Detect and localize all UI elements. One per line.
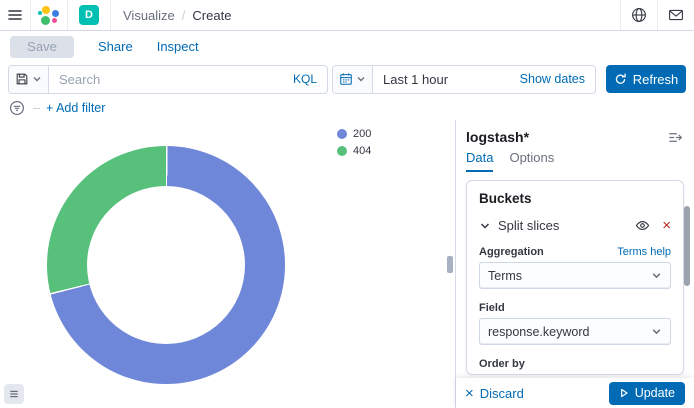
time-range-value[interactable]: Last 1 hour [383, 71, 449, 87]
visualization-chart-area: 200 404 [0, 120, 455, 408]
space-avatar[interactable]: D [79, 5, 99, 25]
chevron-down-icon [480, 222, 490, 229]
legend-toggle-button[interactable] [4, 384, 24, 404]
chart-legend: 200 404 [337, 128, 371, 157]
editor-tabs: Data Options [466, 150, 684, 172]
elastic-logo-icon[interactable] [31, 0, 67, 30]
search-input[interactable] [49, 65, 283, 93]
eye-icon[interactable] [635, 218, 650, 233]
saved-query-menu-button[interactable] [9, 65, 49, 93]
tab-data[interactable]: Data [466, 150, 494, 172]
collapse-panel-icon[interactable] [666, 128, 684, 146]
list-icon [10, 390, 18, 398]
field-value: response.keyword [488, 324, 590, 339]
help-globe-icon[interactable] [621, 0, 657, 30]
update-button[interactable]: Update [608, 381, 685, 405]
breadcrumb-visualize[interactable]: Visualize [123, 7, 175, 23]
remove-bucket-close-icon[interactable]: × [662, 217, 671, 234]
refresh-icon [615, 72, 626, 84]
play-icon [620, 388, 628, 398]
filter-dash [33, 107, 40, 109]
order-by-select[interactable]: Metric: Count [479, 374, 671, 375]
order-by-label: Order by [479, 358, 525, 370]
chevron-down-icon [652, 329, 661, 335]
update-label: Update [634, 386, 675, 400]
divider [110, 0, 111, 30]
split-slices-label: Split slices [498, 218, 560, 233]
filter-bar: + Add filter [0, 96, 694, 120]
breadcrumb-create: Create [192, 7, 232, 23]
field-select[interactable]: response.keyword [479, 318, 671, 345]
divider [30, 0, 31, 30]
query-language-kql-button[interactable]: KQL [292, 72, 317, 86]
split-slices-row[interactable]: Split slices × [479, 218, 671, 233]
share-button[interactable]: Share [98, 39, 133, 54]
buckets-card: Buckets Split slices × Aggregation Terms… [466, 180, 684, 375]
chevron-down-icon [33, 77, 41, 82]
legend-dot [337, 129, 347, 139]
time-range-field[interactable]: Last 1 hour Show dates [373, 66, 595, 93]
donut-hole [87, 186, 245, 344]
top-nav: D Visualize / Create [0, 0, 694, 31]
divider [67, 0, 68, 30]
tab-options[interactable]: Options [509, 150, 555, 165]
index-pattern-title: logstash* [466, 129, 530, 145]
calendar-icon [340, 73, 352, 85]
legend-dot [337, 146, 347, 156]
breadcrumb: Visualize / Create [123, 8, 231, 23]
divider [620, 0, 621, 30]
search-bar-group: KQL [8, 64, 328, 94]
legend-label: 404 [353, 145, 372, 157]
donut-pie-chart[interactable] [47, 146, 285, 384]
date-picker-menu-button[interactable] [333, 65, 373, 93]
field-label: Field [479, 302, 505, 314]
terms-help-link[interactable]: Terms help [617, 246, 671, 258]
aggregation-label: Aggregation [479, 246, 544, 258]
chevron-down-icon [652, 273, 661, 279]
legend-item-200[interactable]: 200 [337, 128, 371, 140]
divider [657, 0, 658, 30]
saved-query-floppy-icon [16, 73, 28, 85]
refresh-button[interactable]: Refresh [606, 65, 686, 93]
menu-icon[interactable] [0, 0, 30, 30]
inspect-button[interactable]: Inspect [156, 39, 199, 54]
discard-button[interactable]: × Discard [465, 386, 524, 401]
breadcrumb-separator: / [181, 7, 186, 23]
panel-scrollbar[interactable] [684, 206, 690, 286]
visualize-toolbar: Save Share Inspect [0, 31, 694, 62]
aggregation-select[interactable]: Terms [479, 262, 671, 289]
panel-resize-handle[interactable] [447, 256, 453, 273]
buckets-heading: Buckets [479, 191, 532, 206]
chevron-down-icon [357, 77, 365, 82]
query-bar: KQL Last 1 hour Show dates Refresh [0, 62, 694, 96]
vis-editor-panel: logstash* Data Options Buckets Split sli… [455, 120, 694, 408]
discard-x-icon: × [465, 384, 474, 402]
time-picker-group: Last 1 hour Show dates [332, 64, 596, 94]
aggregation-value: Terms [488, 268, 523, 283]
discard-label: Discard [479, 385, 524, 401]
save-button[interactable]: Save [10, 35, 74, 58]
main-content: 200 404 logstash* Data Op [0, 120, 694, 408]
add-filter-button[interactable]: + Add filter [46, 101, 106, 115]
newsfeed-envelope-icon[interactable] [658, 0, 694, 30]
legend-label: 200 [353, 128, 372, 140]
editor-footer: × Discard Update [456, 378, 694, 408]
legend-item-404[interactable]: 404 [337, 145, 371, 157]
show-dates-button[interactable]: Show dates [519, 72, 585, 86]
filter-circle-icon[interactable] [9, 100, 25, 116]
refresh-label: Refresh [632, 71, 679, 87]
